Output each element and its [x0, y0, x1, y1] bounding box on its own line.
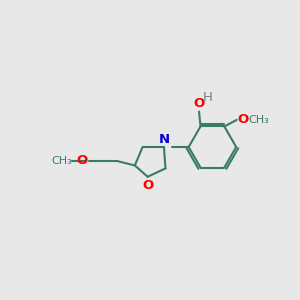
Text: H: H [202, 91, 212, 104]
Text: O: O [194, 97, 205, 110]
Text: O: O [238, 113, 249, 126]
Text: O: O [76, 154, 88, 167]
Text: CH₃: CH₃ [248, 115, 269, 125]
Text: CH₃: CH₃ [51, 156, 72, 166]
Text: N: N [158, 133, 169, 146]
Text: O: O [142, 179, 153, 192]
